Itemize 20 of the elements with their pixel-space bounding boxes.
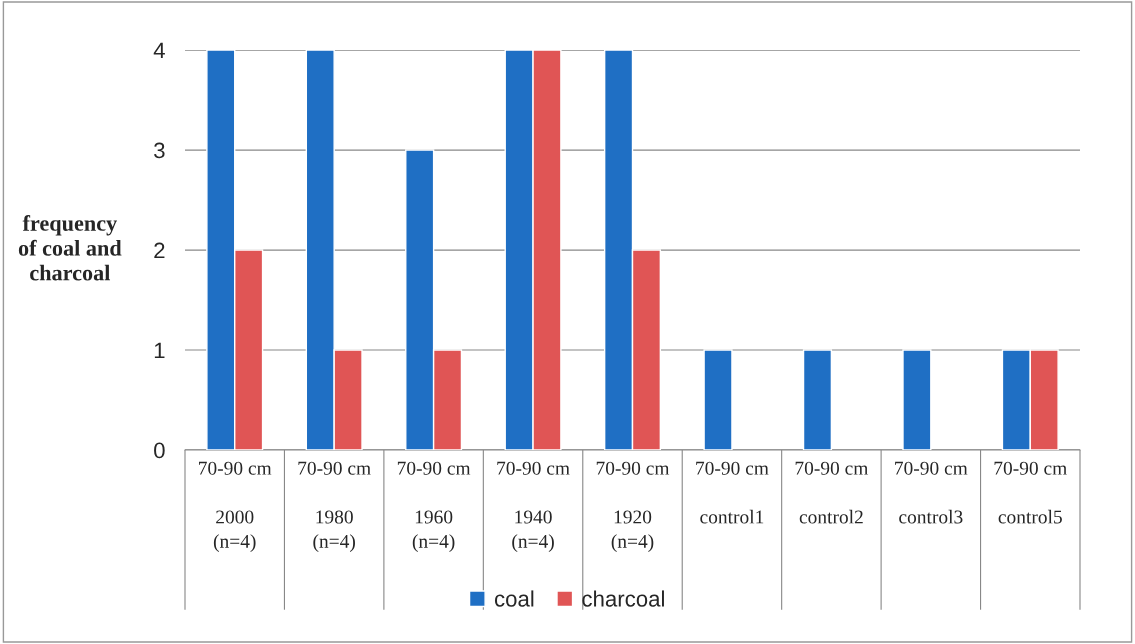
bar [902, 349, 932, 450]
legend-label: coal [494, 590, 534, 607]
category-label: 70-90 cm 1940 (n=4) [497, 461, 570, 552]
category-label: 70-90 cm control3 [895, 461, 968, 524]
y-tick-label: 1 [154, 342, 165, 359]
category-label: 70-90 cm 1980 (n=4) [298, 461, 371, 552]
y-axis-title: frequency of coal and charcoal [18, 215, 122, 281]
category-label: 70-90 cm control2 [795, 461, 869, 524]
y-tick-label: 0 [154, 442, 165, 459]
category-label: 70-90 cm control1 [696, 461, 769, 524]
y-tick-label: 3 [154, 142, 165, 159]
y-tick-label: 2 [154, 242, 165, 259]
legend-label: charcoal [582, 590, 664, 607]
category-label: 70-90 cm control5 [994, 461, 1067, 524]
bar [703, 349, 733, 450]
category-label: 70-90 cm 2000 (n=4) [199, 461, 272, 552]
category-label: 70-90 cm 1920 (n=4) [596, 461, 670, 552]
bar [802, 349, 833, 450]
y-tick-label: 4 [153, 42, 165, 59]
category-label: 70-90 cm 1960 (n=4) [397, 461, 471, 552]
